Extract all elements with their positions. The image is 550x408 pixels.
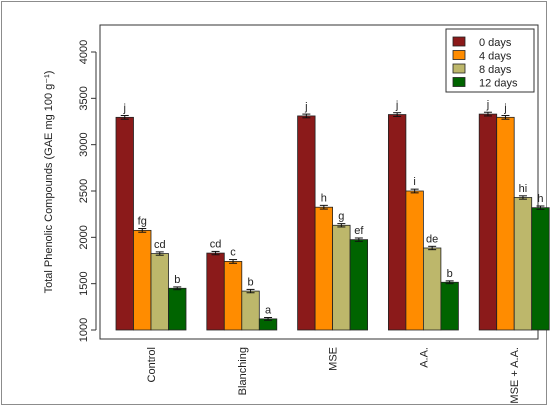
x-tick-label: A.A. <box>418 347 430 368</box>
bar <box>332 224 351 331</box>
significance-label: de <box>426 233 438 245</box>
significance-label: j <box>304 101 307 113</box>
y-axis: 1000 1500 2000 2500 3000 3500 4000 <box>78 40 97 342</box>
significance-label: j <box>486 99 489 111</box>
significance-label: j <box>123 102 126 114</box>
x-tick-label: Control <box>146 347 158 382</box>
y-axis-label: Total Phenolic Compounds (GAE mg 100 g⁻¹… <box>43 71 55 294</box>
bar <box>297 115 316 331</box>
significance-label: a <box>265 304 272 316</box>
plot-border <box>99 24 539 340</box>
significance-label: fg <box>138 216 147 228</box>
bar <box>168 287 187 331</box>
bar <box>478 113 498 331</box>
significance-label: g <box>338 211 344 223</box>
significance-label: j <box>503 102 506 114</box>
bar <box>241 290 260 331</box>
legend-label: 0 days <box>479 37 512 49</box>
legend-swatch <box>452 77 466 87</box>
significance-label: j <box>395 100 398 112</box>
x-axis: Control Blanching MSE A.A. MSE + A.A. <box>146 347 521 404</box>
bar <box>115 116 134 331</box>
legend-swatch <box>452 36 466 47</box>
bar <box>513 197 533 331</box>
x-tick-label: MSE <box>328 347 340 371</box>
significance-label: cd <box>154 239 166 251</box>
x-tick-label: MSE + A.A. <box>509 347 521 404</box>
y-tick-label: 3500 <box>78 86 90 110</box>
bar <box>440 281 459 331</box>
bar <box>387 114 407 331</box>
y-tick-label: 1500 <box>78 271 90 295</box>
significance-label: hi <box>519 183 528 195</box>
bar <box>150 253 169 331</box>
legend-swatch <box>452 63 466 74</box>
bar <box>531 207 550 331</box>
legend-label: 4 days <box>479 51 512 63</box>
y-tick-label: 2000 <box>78 225 90 249</box>
plot-area <box>99 24 539 340</box>
legend-label: 8 days <box>479 64 512 76</box>
legend-swatch <box>452 50 466 60</box>
y-tick-label: 2500 <box>78 179 90 203</box>
x-tick-label: Blanching <box>237 347 249 395</box>
significance-label: b <box>247 276 253 288</box>
significance-label: h <box>321 192 327 204</box>
significance-label: b <box>447 268 453 280</box>
bar <box>405 190 424 331</box>
significance-label: h <box>537 193 543 205</box>
significance-label: b <box>174 274 180 286</box>
y-tick-label: 1000 <box>78 318 90 342</box>
significance-label: i <box>413 176 415 188</box>
bar <box>496 116 515 331</box>
bar <box>349 239 369 331</box>
bar <box>422 247 442 331</box>
significance-label: c <box>230 247 236 259</box>
significance-label: ef <box>354 225 364 237</box>
bar <box>314 206 334 331</box>
bar <box>206 252 225 331</box>
significance-label: cd <box>210 238 222 250</box>
y-tick-label: 4000 <box>78 40 90 64</box>
legend-label: 12 days <box>479 78 518 90</box>
bar <box>223 261 243 331</box>
bar <box>133 229 152 331</box>
y-tick-label: 3000 <box>78 132 90 156</box>
